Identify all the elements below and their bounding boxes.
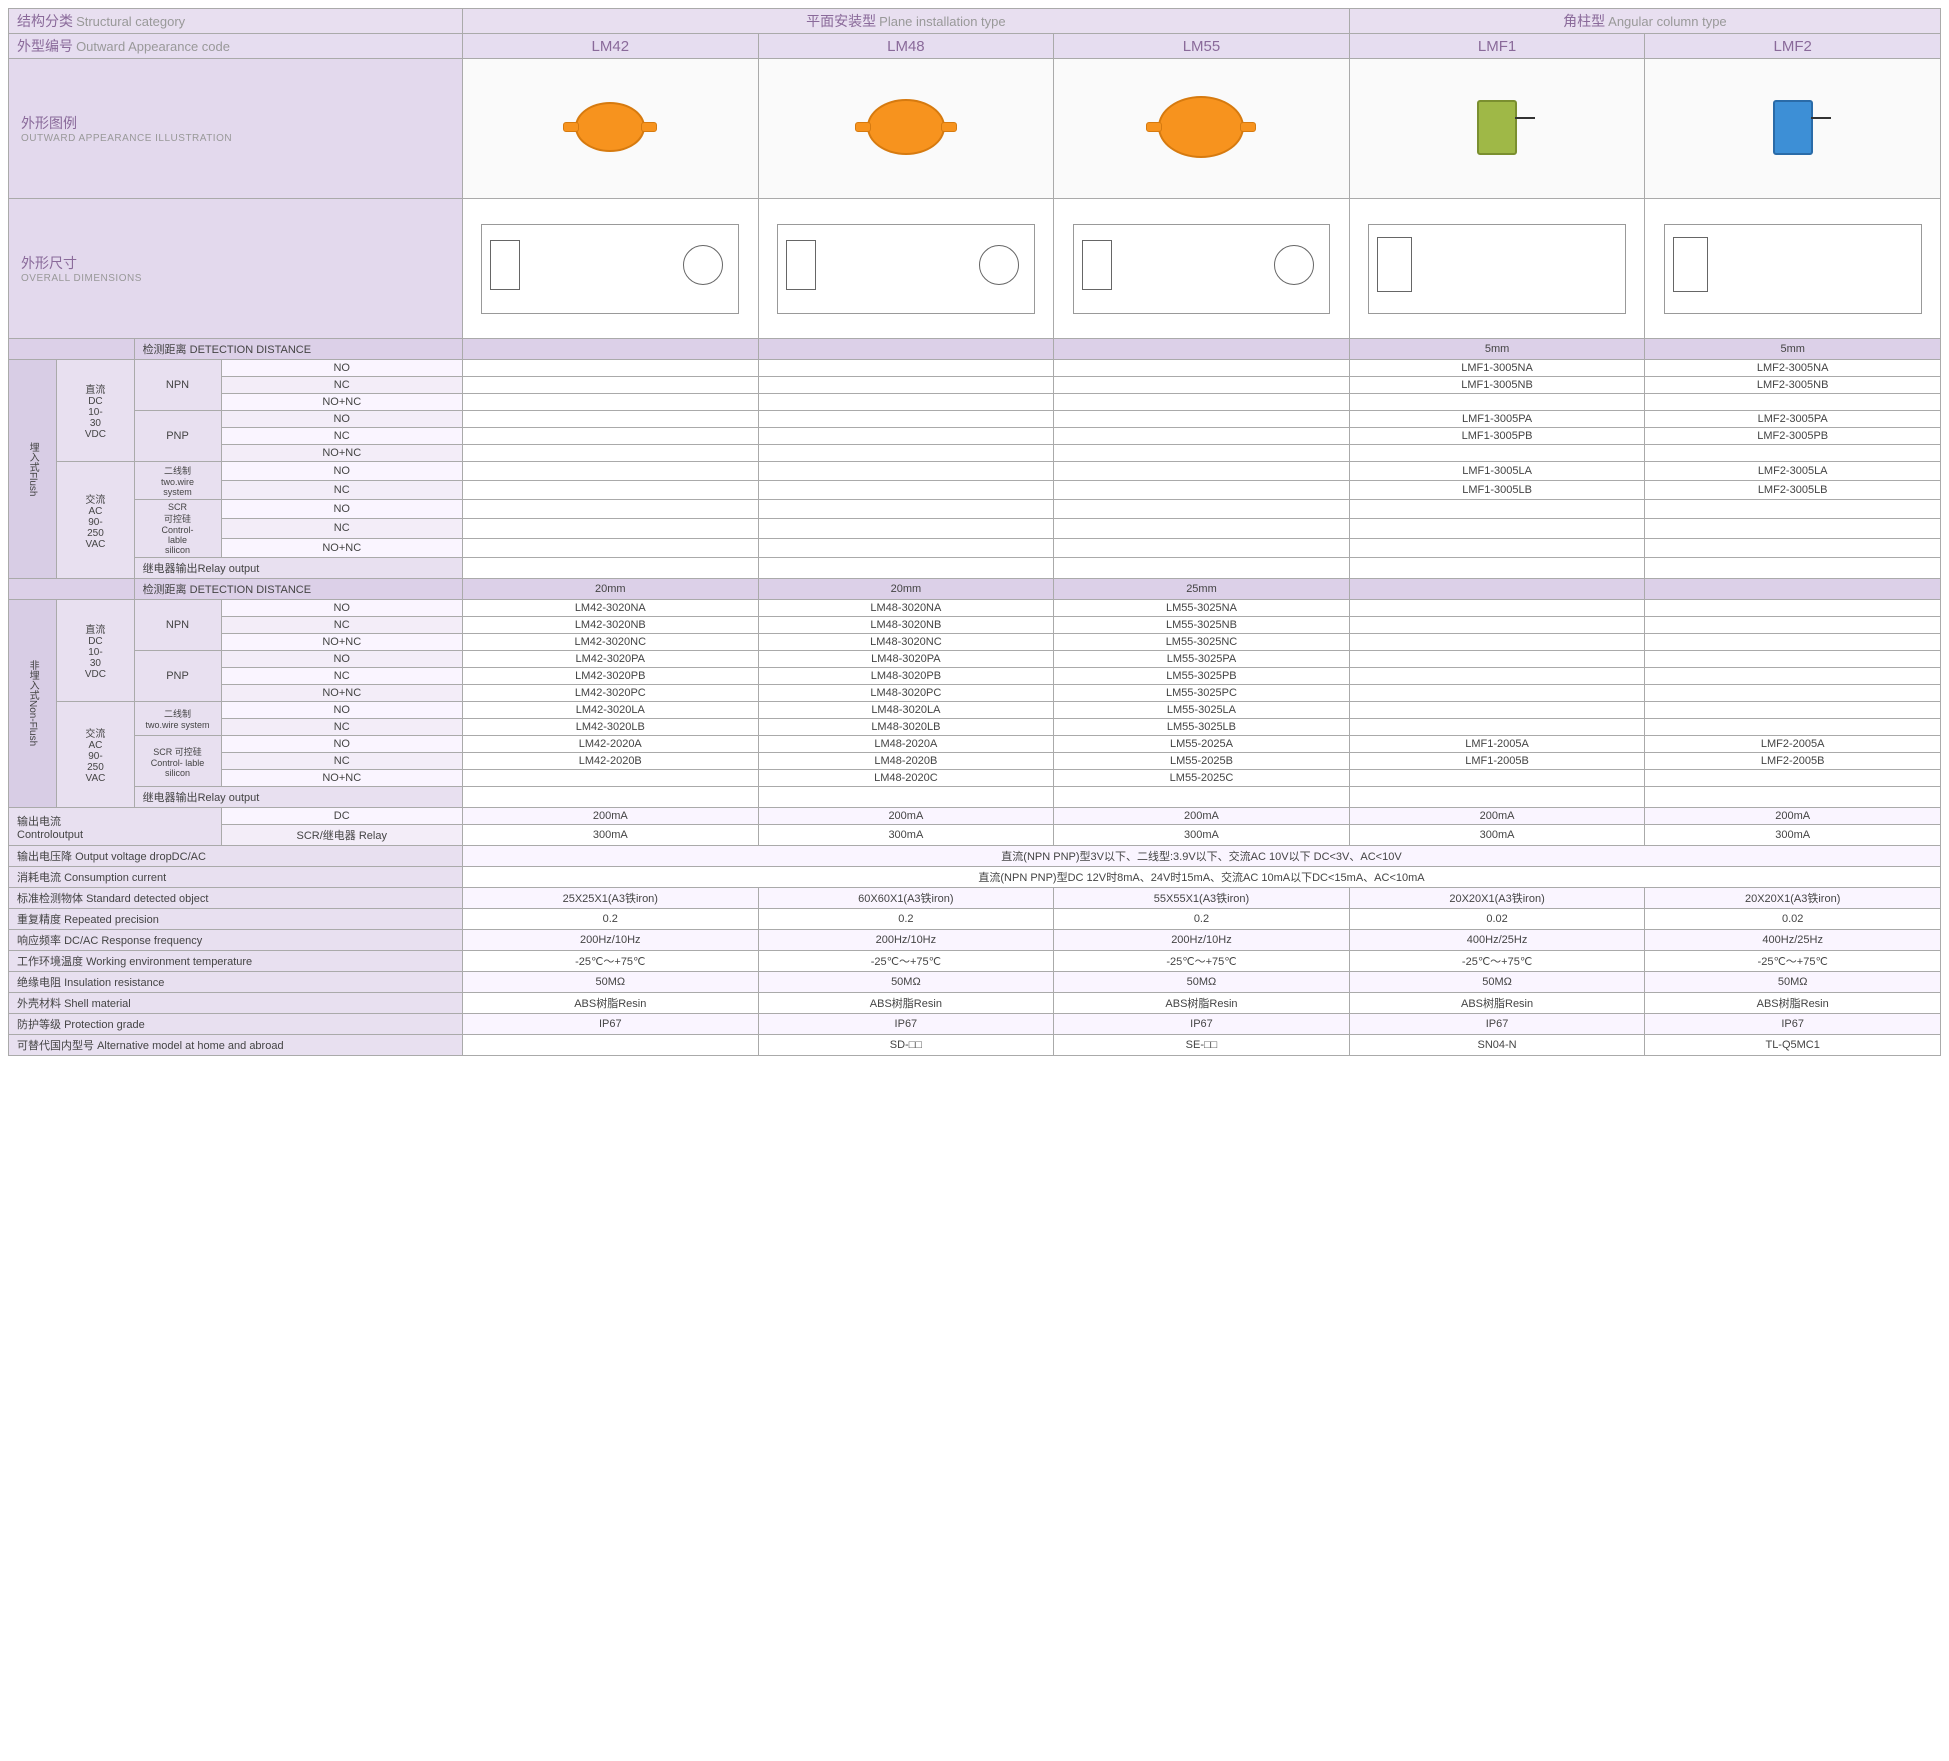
- consumption-row: 消耗电流 Consumption current直流(NPN PNP)型DC 1…: [9, 867, 1941, 888]
- dc-label: 直流 DC 10- 30 VDC: [57, 360, 134, 462]
- structural-category-label: 结构分类 Structural category: [9, 9, 463, 34]
- header-code: 外型编号 Outward Appearance code LM42 LM48 L…: [9, 34, 1941, 59]
- relay-output-label: 继电器输出Relay output: [134, 558, 462, 579]
- alt-row: 可替代国内型号 Alternative model at home and ab…: [9, 1035, 1941, 1056]
- sensor-img-lmf2: [1645, 59, 1941, 199]
- plane-type-label: 平面安装型 Plane installation type: [462, 9, 1349, 34]
- npn-label: NPN: [134, 360, 221, 411]
- dimensions-row: 外形尺寸 OVERALL DIMENSIONS: [9, 199, 1941, 339]
- temp-row: 工作环境温度 Working environment temperature-2…: [9, 951, 1941, 972]
- sensor-img-lm42: [462, 59, 758, 199]
- std-obj-row: 标准检测物体 Standard detected object25X25X1(A…: [9, 888, 1941, 909]
- diagram-lmf1: [1349, 199, 1645, 339]
- flush-detection-header: 检测距离 DETECTION DISTANCE 5mm 5mm: [9, 339, 1941, 360]
- diagram-lm55: [1054, 199, 1350, 339]
- model-lmf1: LMF1: [1349, 34, 1645, 59]
- twowire-label: 二线制two.wire system: [134, 462, 221, 500]
- control-output-dc: 输出电流Controloutput DC 200mA200mA200mA200m…: [9, 808, 1941, 825]
- nonflush-detection-header: 检测距离 DETECTION DISTANCE 20mm 20mm 25mm: [9, 579, 1941, 600]
- model-lmf2: LMF2: [1645, 34, 1941, 59]
- scr-label: SCR 可控硅Control- lable silicon: [134, 500, 221, 558]
- sensor-img-lm55: [1054, 59, 1350, 199]
- sensor-img-lmf1: [1349, 59, 1645, 199]
- precision-row: 重复精度 Repeated precision0.20.20.20.020.02: [9, 909, 1941, 930]
- header-structural: 结构分类 Structural category 平面安装型 Plane ins…: [9, 9, 1941, 34]
- model-lm42: LM42: [462, 34, 758, 59]
- sensor-img-lm48: [758, 59, 1054, 199]
- angular-type-label: 角柱型 Angular column type: [1349, 9, 1940, 34]
- control-output-label: 输出电流Controloutput: [9, 808, 222, 846]
- appearance-code-label: 外型编号 Outward Appearance code: [9, 34, 463, 59]
- spec-table: 结构分类 Structural category 平面安装型 Plane ins…: [8, 8, 1941, 1056]
- insul-row: 绝缘电阻 Insulation resistance50MΩ50MΩ50MΩ50…: [9, 972, 1941, 993]
- flush-npn-no: 埋入式Flush 直流 DC 10- 30 VDC NPN NO LMF1-30…: [9, 360, 1941, 377]
- diagram-lm48: [758, 199, 1054, 339]
- illustration-row: 外形图例 OUTWARD APPEARANCE ILLUSTRATION: [9, 59, 1941, 199]
- pnp-label: PNP: [134, 411, 221, 462]
- diagram-lmf2: [1645, 199, 1941, 339]
- shell-row: 外壳材料 Shell materialABS树脂ResinABS树脂ResinA…: [9, 993, 1941, 1014]
- ac-label: 交流 AC 90- 250 VAC: [57, 462, 134, 579]
- nonflush-label: 非埋入式Non-Flush: [9, 600, 57, 808]
- prot-row: 防护等级 Protection gradeIP67IP67IP67IP67IP6…: [9, 1014, 1941, 1035]
- nonflush-npn-no: 非埋入式Non-Flush 直流 DC 10- 30 VDC NPN NO LM…: [9, 600, 1941, 617]
- voltage-drop-row: 输出电压降 Output voltage dropDC/AC直流(NPN PNP…: [9, 846, 1941, 867]
- illustration-label: 外形图例 OUTWARD APPEARANCE ILLUSTRATION: [9, 59, 463, 199]
- diagram-lm42: [462, 199, 758, 339]
- model-lm55: LM55: [1054, 34, 1350, 59]
- freq-row: 响应频率 DC/AC Response frequency200Hz/10Hz2…: [9, 930, 1941, 951]
- dimensions-label: 外形尺寸 OVERALL DIMENSIONS: [9, 199, 463, 339]
- detection-distance-label: 检测距离 DETECTION DISTANCE: [134, 339, 462, 360]
- model-lm48: LM48: [758, 34, 1054, 59]
- flush-label: 埋入式Flush: [9, 360, 57, 579]
